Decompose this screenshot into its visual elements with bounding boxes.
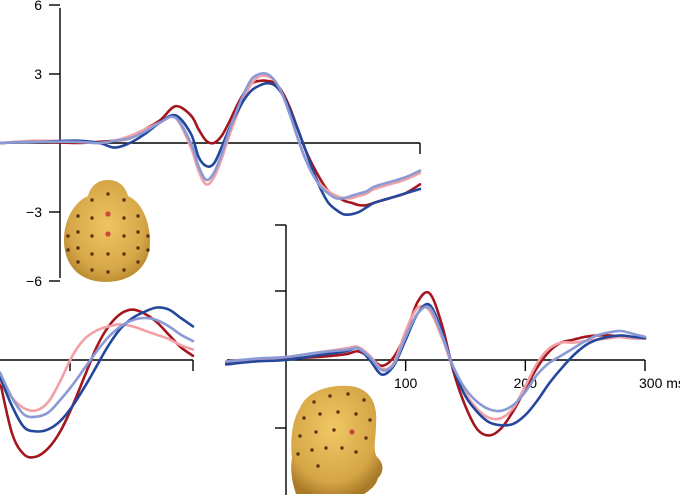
bottom-left-trace-dark-red	[0, 308, 195, 459]
electrode-dot	[90, 268, 94, 272]
electrode-dot	[122, 234, 126, 238]
electrode-dot	[105, 231, 111, 237]
electrode-dot	[106, 252, 110, 256]
electrode-dot	[90, 234, 94, 238]
electrode-dot	[312, 400, 316, 404]
electrode-dot	[136, 230, 140, 234]
electrode-dot	[349, 429, 355, 435]
electrode-dot	[136, 260, 140, 264]
electrode-dot	[106, 192, 110, 196]
bottom-left-panel	[0, 306, 195, 459]
electrode-dot	[90, 198, 94, 202]
electrode-dot	[340, 446, 344, 450]
electrode-dot	[346, 392, 350, 396]
electrode-dot	[76, 214, 80, 218]
top-left-y-tick-label: 3	[34, 66, 42, 82]
electrode-dot	[146, 234, 150, 238]
electrode-dot	[122, 198, 126, 202]
top-left-trace-light-blue	[0, 71, 422, 200]
head-side-view	[291, 385, 383, 494]
electrode-dot	[318, 412, 322, 416]
electrode-dot	[316, 464, 320, 468]
electrode-dot	[76, 246, 80, 250]
top-left-y-tick-label: 6	[34, 0, 42, 13]
electrode-dot	[364, 436, 368, 440]
electrode-dot	[368, 418, 372, 422]
electrode-dot	[328, 394, 332, 398]
top-left-y-tick-label: −3	[26, 204, 42, 220]
electrode-dot	[66, 248, 70, 252]
electrode-dot	[354, 412, 358, 416]
electrode-dot	[302, 416, 306, 420]
electrode-dot	[136, 246, 140, 250]
electrode-dot	[298, 434, 302, 438]
electrode-dot	[66, 234, 70, 238]
top-left-y-tick-label: −6	[26, 273, 42, 289]
electrode-dot	[122, 252, 126, 256]
electrode-dot	[76, 230, 80, 234]
top-left-panel: 6 3 −3 −6	[0, 0, 422, 289]
bottom-left-trace-pink	[0, 323, 195, 413]
electrode-dot	[106, 270, 110, 274]
electrode-dot	[90, 216, 94, 220]
electrode-dot	[90, 252, 94, 256]
top-left-trace-pink	[0, 74, 422, 200]
bottom-right-trace-dark-red	[224, 290, 647, 437]
head-top-view	[64, 180, 150, 282]
electrode-dot	[146, 248, 150, 252]
top-left-trace-dark-blue	[0, 81, 422, 217]
bottom-left-trace-dark-blue	[0, 306, 195, 433]
electrode-dot	[332, 428, 336, 432]
electrode-dot	[310, 448, 314, 452]
electrode-dot	[136, 214, 140, 218]
electrode-dot	[362, 398, 366, 402]
electrode-dot	[122, 216, 126, 220]
bottom-right-trace-pink	[224, 304, 647, 421]
bottom-right-trace-light-blue	[224, 305, 647, 413]
electrode-dot	[296, 452, 300, 456]
electrode-dot	[122, 268, 126, 272]
bottom-right-x-tick-label: 300 ms	[639, 375, 680, 391]
electrode-dot	[324, 446, 328, 450]
electrode-dot	[314, 430, 318, 434]
bottom-right-x-tick-label: 100	[394, 375, 418, 391]
electrode-dot	[336, 410, 340, 414]
electrode-dot	[354, 450, 358, 454]
electrode-dot	[105, 211, 111, 217]
electrode-dot	[76, 260, 80, 264]
bottom-left-trace-light-blue	[0, 316, 195, 419]
